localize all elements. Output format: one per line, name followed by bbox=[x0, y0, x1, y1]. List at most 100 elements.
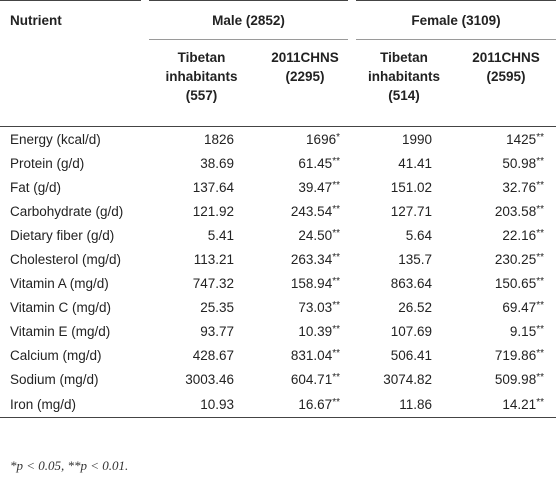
male-tibetan-value: 747.32 bbox=[192, 275, 234, 291]
female-tibetan-value: 1990 bbox=[401, 131, 432, 147]
female-chns-value: 1425** bbox=[506, 131, 544, 147]
significance-mark: ** bbox=[332, 347, 340, 359]
female-group-header: Female (3109) bbox=[348, 0, 556, 40]
table-row: Calcium (mg/d) 428.67 831.04** 506.41 71… bbox=[0, 343, 556, 367]
significance-mark: ** bbox=[332, 155, 340, 167]
male-chns-header: 2011CHNS (2295) bbox=[258, 39, 352, 127]
female-tibetan-value: 107.69 bbox=[390, 323, 432, 339]
female-chns-value: 32.76** bbox=[502, 179, 544, 195]
nutrient-name: Sodium (mg/d) bbox=[10, 371, 99, 387]
male-chns-value: 831.04** bbox=[290, 347, 340, 363]
female-tibetan-value: 26.52 bbox=[398, 299, 432, 315]
significance-mark: ** bbox=[536, 396, 544, 408]
male-chns-value: 604.71** bbox=[290, 371, 340, 387]
female-chns-value: 719.86** bbox=[494, 347, 544, 363]
male-tibetan-value: 38.69 bbox=[200, 155, 234, 171]
nutrient-name: Vitamin A (mg/d) bbox=[10, 275, 109, 291]
male-chns-value: 263.34** bbox=[290, 251, 340, 267]
table-row: Energy (kcal/d) 1826 1696* 1990 1425** bbox=[0, 127, 556, 152]
nutrient-name: Protein (g/d) bbox=[10, 155, 85, 171]
significance-mark: ** bbox=[536, 155, 544, 167]
male-tibetan-header: Tibetan inhabitants (557) bbox=[145, 39, 258, 127]
table-row: Vitamin C (mg/d) 25.35 73.03** 26.52 69.… bbox=[0, 295, 556, 319]
nutrient-name: Calcium (mg/d) bbox=[10, 347, 102, 363]
significance-mark: ** bbox=[536, 275, 544, 287]
significance-mark: ** bbox=[332, 323, 340, 335]
male-tibetan-value: 5.41 bbox=[207, 227, 234, 243]
female-tibetan-header: Tibetan inhabitants (514) bbox=[352, 39, 456, 127]
significance-mark: ** bbox=[536, 323, 544, 335]
male-chns-value: 39.47** bbox=[298, 179, 340, 195]
male-tibetan-value: 113.21 bbox=[193, 251, 234, 267]
table-row: Cholesterol (mg/d) 113.21 263.34** 135.7… bbox=[0, 247, 556, 271]
significance-mark: * bbox=[336, 131, 340, 143]
female-tibetan-value: 506.41 bbox=[390, 347, 432, 363]
female-tibetan-value: 5.64 bbox=[405, 227, 432, 243]
male-chns-value: 24.50** bbox=[298, 227, 340, 243]
female-chns-value: 50.98** bbox=[502, 155, 544, 171]
nutrient-header: Nutrient bbox=[0, 0, 145, 40]
male-tibetan-value: 137.64 bbox=[192, 179, 234, 195]
significance-mark: ** bbox=[536, 371, 544, 383]
nutrient-table: Nutrient Male (2852) Female (3109) Tibet… bbox=[0, 0, 556, 418]
male-group-header: Male (2852) bbox=[141, 0, 352, 40]
female-tibetan-value: 135.7 bbox=[398, 251, 432, 267]
table-row: Vitamin A (mg/d) 747.32 158.94** 863.64 … bbox=[0, 271, 556, 295]
male-tibetan-value: 428.67 bbox=[192, 347, 234, 363]
table-row: Iron (mg/d) 10.93 16.67** 11.86 14.21** bbox=[0, 391, 556, 418]
table-row: Protein (g/d) 38.69 61.45** 41.41 50.98*… bbox=[0, 151, 556, 175]
male-tibetan-value: 25.35 bbox=[200, 299, 234, 315]
nutrient-name: Energy (kcal/d) bbox=[10, 131, 101, 147]
female-chns-value: 203.58** bbox=[494, 203, 544, 219]
table-row: Sodium (mg/d) 3003.46 604.71** 3074.82 5… bbox=[0, 367, 556, 391]
significance-mark: ** bbox=[332, 203, 340, 215]
significance-mark: ** bbox=[332, 251, 340, 263]
table-footnote: *p < 0.05, **p < 0.01. bbox=[10, 458, 129, 473]
male-chns-value: 1696* bbox=[306, 131, 340, 147]
significance-mark: ** bbox=[536, 227, 544, 239]
female-chns-value: 230.25** bbox=[494, 251, 544, 267]
female-chns-header: 2011CHNS (2595) bbox=[456, 39, 556, 127]
table-row: Dietary fiber (g/d) 5.41 24.50** 5.64 22… bbox=[0, 223, 556, 247]
male-tibetan-value: 3003.46 bbox=[185, 371, 234, 387]
table-row: Fat (g/d) 137.64 39.47** 151.02 32.76** bbox=[0, 175, 556, 199]
male-tibetan-value: 1826 bbox=[203, 131, 234, 147]
male-chns-value: 16.67** bbox=[258, 391, 352, 418]
significance-mark: ** bbox=[332, 396, 340, 408]
male-tibetan-value: 93.77 bbox=[200, 323, 234, 339]
significance-mark: ** bbox=[332, 371, 340, 383]
significance-mark: ** bbox=[332, 227, 340, 239]
significance-mark: ** bbox=[536, 203, 544, 215]
nutrient-name: Cholesterol (mg/d) bbox=[10, 251, 122, 267]
significance-mark: ** bbox=[536, 131, 544, 143]
female-tibetan-value: 41.41 bbox=[398, 155, 432, 171]
male-tibetan-value: 121.92 bbox=[192, 203, 234, 219]
significance-mark: ** bbox=[332, 179, 340, 191]
significance-mark: ** bbox=[536, 179, 544, 191]
significance-mark: ** bbox=[536, 251, 544, 263]
nutrient-name: Dietary fiber (g/d) bbox=[10, 227, 115, 243]
table-row: Vitamin E (mg/d) 93.77 10.39** 107.69 9.… bbox=[0, 319, 556, 343]
significance-mark: ** bbox=[332, 275, 340, 287]
nutrient-name: Fat (g/d) bbox=[10, 179, 62, 195]
female-tibetan-value: 127.71 bbox=[390, 203, 432, 219]
nutrient-name: Vitamin E (mg/d) bbox=[10, 323, 111, 339]
female-chns-value: 509.98** bbox=[494, 371, 544, 387]
significance-mark: ** bbox=[536, 347, 544, 359]
female-chns-value: 150.65** bbox=[494, 275, 544, 291]
male-chns-value: 61.45** bbox=[298, 155, 340, 171]
female-tibetan-value: 11.86 bbox=[352, 391, 456, 418]
female-chns-value: 69.47** bbox=[502, 299, 544, 315]
female-chns-value: 22.16** bbox=[502, 227, 544, 243]
table-row: Carbohydrate (g/d) 121.92 243.54** 127.7… bbox=[0, 199, 556, 223]
nutrient-name: Vitamin C (mg/d) bbox=[10, 299, 112, 315]
significance-mark: ** bbox=[536, 299, 544, 311]
significance-mark: ** bbox=[332, 299, 340, 311]
female-tibetan-value: 3074.82 bbox=[383, 371, 432, 387]
male-chns-value: 243.54** bbox=[290, 203, 340, 219]
male-chns-value: 10.39** bbox=[298, 323, 340, 339]
female-tibetan-value: 863.64 bbox=[390, 275, 432, 291]
female-chns-value: 14.21** bbox=[456, 391, 556, 418]
male-chns-value: 158.94** bbox=[290, 275, 340, 291]
nutrient-header-spacer bbox=[0, 39, 145, 127]
